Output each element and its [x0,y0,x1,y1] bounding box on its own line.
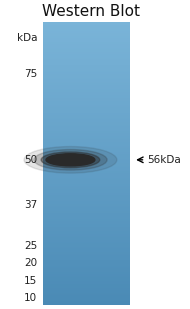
Text: 10: 10 [24,293,37,303]
Title: Western Blot: Western Blot [42,4,140,19]
Text: 25: 25 [24,241,37,251]
Text: 50: 50 [24,155,37,165]
Text: 37: 37 [24,200,37,210]
Ellipse shape [41,152,100,168]
Text: 15: 15 [24,276,37,286]
Text: 75: 75 [24,69,37,78]
Ellipse shape [24,146,117,173]
Text: kDa: kDa [17,32,37,43]
Text: 56kDa: 56kDa [147,155,181,165]
Ellipse shape [46,154,95,166]
Text: 20: 20 [24,258,37,269]
Ellipse shape [34,150,107,170]
